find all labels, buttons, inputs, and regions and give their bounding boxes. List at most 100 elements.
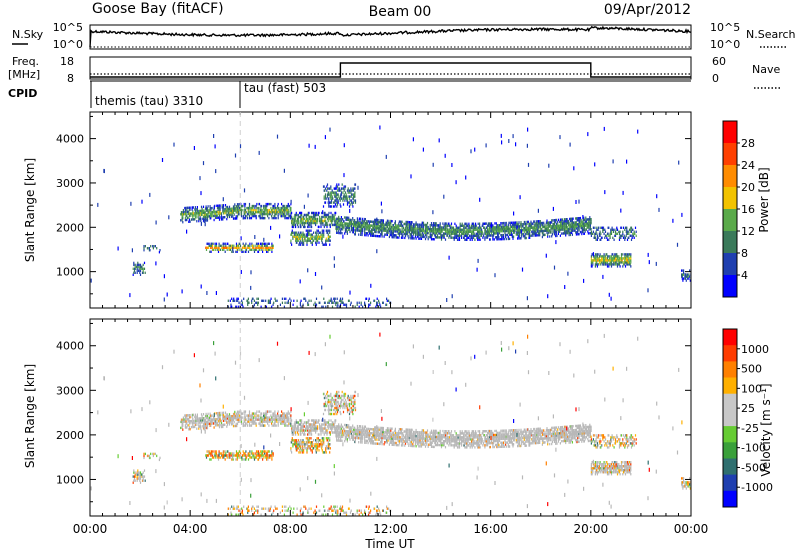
power-cell [551,233,553,236]
power-cell [363,221,365,225]
power-cell [261,246,263,249]
power-cell [259,214,261,218]
power-cell [266,244,268,247]
power-cell [620,261,622,264]
power-cell [297,235,299,238]
velocity-cell [182,420,184,423]
velocity-cell [258,418,261,421]
power-cell [369,226,371,229]
power-cell [622,236,625,239]
velocity-cell [193,421,195,425]
power-cell [200,191,202,196]
power-cell [441,230,443,233]
power-cell [583,218,585,221]
power-cell [204,215,207,218]
power-cell [426,229,428,233]
power-cell [238,207,241,210]
power-cell [299,237,301,240]
velocity-cell [196,413,198,416]
power-cell [348,197,351,200]
power-cell [291,211,293,215]
velocity-cell [283,416,285,419]
power-cell [229,211,231,214]
velocity-cell [265,410,267,413]
power-cell [608,255,610,258]
power-cell [471,226,473,229]
power-cell [505,221,507,225]
power-cell [251,244,254,247]
power-cell [612,263,614,266]
power-cell [482,236,484,239]
power-cell [286,301,288,304]
power-cell [244,202,247,206]
power-cell [622,265,624,268]
power-cell [246,206,249,210]
power-cell [470,236,472,239]
power-cell [497,234,499,237]
power-cell [582,222,584,226]
power-cell [339,297,342,300]
velocity-cell [300,427,302,430]
velocity-cell [284,416,286,419]
power-cell [600,263,602,266]
power-cell [303,225,305,229]
power-cell [492,224,494,227]
power-cell [303,225,305,229]
power-cell [529,230,531,233]
power-cell [379,227,381,230]
velocity-cell [241,412,243,415]
power-cell [410,237,412,240]
power-cell [376,226,378,230]
power-cell [355,227,357,230]
power-cell [535,224,537,227]
power-cell [479,232,481,235]
power-cell [337,217,339,221]
power-cell [318,301,320,304]
velocity-cell [248,414,251,417]
power-cell [296,221,298,225]
velocity-cell [277,414,279,417]
power-cell [280,212,282,216]
velocity-cell [230,415,233,418]
velocity-cell [234,424,236,428]
power-cell [375,234,377,238]
power-cell [413,237,415,240]
power-cell [526,232,528,236]
power-cell [464,230,466,233]
power-cell [232,209,234,212]
power-cell [300,225,302,229]
velocity-cell [206,426,209,430]
power-cell [316,229,318,232]
velocity-cell [245,418,247,421]
power-cell [275,212,277,216]
power-cell [337,221,339,225]
power-cell [555,226,557,230]
power-cell [614,263,617,266]
power-cell [279,234,281,239]
power-cell [270,202,272,206]
power-cell [350,189,352,192]
power-cell [212,210,214,214]
power-cell [344,197,346,200]
power-cell [323,235,325,238]
power-cell [558,224,560,227]
velocity-cell [194,423,196,426]
power-cell [251,242,253,245]
power-cell [368,230,370,233]
power-cell [354,183,357,186]
power-cell [387,229,389,233]
velocity-cell [210,420,212,423]
power-cell [525,230,527,234]
power-cell [530,226,532,229]
power-cell [629,263,631,266]
power-cell [275,210,277,214]
velocity-cell [292,425,294,428]
velocity-cell [207,420,209,424]
power-cell [689,279,691,282]
power-cell [335,191,337,194]
velocity-cell [297,433,299,436]
power-cell [406,224,408,228]
power-cell [311,215,313,219]
power-cell [184,206,186,210]
power-cell [281,202,283,206]
